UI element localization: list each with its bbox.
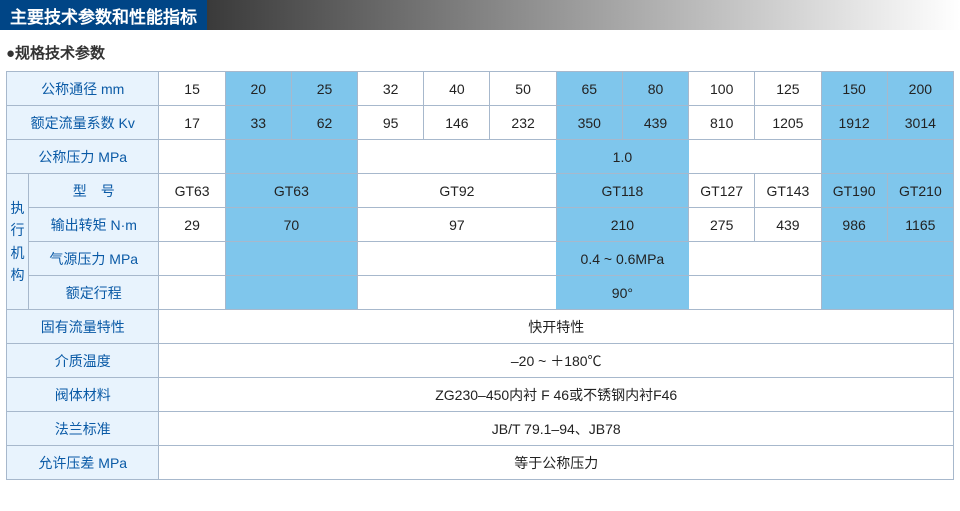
label-kv: 额定流量系数 Kv [7,106,159,140]
spec-table: 公称通径 mm 15 20 25 32 40 50 65 80 100 125 … [6,71,954,480]
label-temp: 介质温度 [7,344,159,378]
model-cell: GT92 [358,174,557,208]
model-cell: GT63 [225,174,357,208]
stroke-cell [159,276,225,310]
row-air-pressure: 气源压力 MPa 0.4 ~ 0.6MPa [7,242,954,276]
torque-cell: 210 [556,208,688,242]
row-torque: 输出转矩 N·m 29 70 97 210 275 439 986 1165 [7,208,954,242]
label-diff-pressure: 允许压差 MPa [7,446,159,480]
label-flange-std: 法兰标准 [7,412,159,446]
model-cell: GT127 [689,174,755,208]
diameter-cell: 32 [358,72,424,106]
model-cell: GT143 [755,174,821,208]
kv-cell: 62 [291,106,357,140]
kv-cell: 1912 [821,106,887,140]
diff-pressure-cell: 等于公称压力 [159,446,954,480]
stroke-cell [689,276,821,310]
stroke-cell [821,276,954,310]
kv-cell: 146 [424,106,490,140]
pressure-cell [821,140,954,174]
pressure-cell [225,140,357,174]
label-pressure: 公称压力 MPa [7,140,159,174]
label-diameter: 公称通径 mm [7,72,159,106]
model-cell: GT118 [556,174,688,208]
torque-cell: 275 [689,208,755,242]
row-stroke: 额定行程 90° [7,276,954,310]
page-header: 主要技术参数和性能指标 [0,0,960,30]
stroke-cell [358,276,557,310]
row-body-material: 阀体材料 ZG230–450内衬 F 46或不锈钢内衬F46 [7,378,954,412]
stroke-cell: 90° [556,276,688,310]
label-torque: 输出转矩 N·m [29,208,159,242]
diameter-cell: 15 [159,72,225,106]
air-pressure-cell: 0.4 ~ 0.6MPa [556,242,688,276]
kv-cell: 232 [490,106,556,140]
kv-cell: 439 [622,106,688,140]
row-kv: 额定流量系数 Kv 17 33 62 95 146 232 350 439 81… [7,106,954,140]
stroke-cell [225,276,357,310]
pressure-cell [358,140,557,174]
label-model: 型 号 [29,174,159,208]
label-body-material: 阀体材料 [7,378,159,412]
temp-cell: –20 ~ ＋180℃ [159,344,954,378]
torque-cell: 97 [358,208,557,242]
body-material-cell: ZG230–450内衬 F 46或不锈钢内衬F46 [159,378,954,412]
air-pressure-cell [159,242,225,276]
subheader: ●规格技术参数 [0,30,960,71]
model-cell: GT63 [159,174,225,208]
torque-cell: 986 [821,208,887,242]
row-flange-std: 法兰标准 JB/T 79.1–94、JB78 [7,412,954,446]
pressure-cell [159,140,225,174]
model-cell: GT190 [821,174,887,208]
label-flow-char: 固有流量特性 [7,310,159,344]
model-cell: GT210 [887,174,953,208]
diameter-cell: 100 [689,72,755,106]
kv-cell: 3014 [887,106,953,140]
flange-std-cell: JB/T 79.1–94、JB78 [159,412,954,446]
row-diameter: 公称通径 mm 15 20 25 32 40 50 65 80 100 125 … [7,72,954,106]
pressure-cell [689,140,821,174]
diameter-cell: 125 [755,72,821,106]
flow-char-cell: 快开特性 [159,310,954,344]
air-pressure-cell [821,242,954,276]
kv-cell: 810 [689,106,755,140]
label-stroke: 额定行程 [29,276,159,310]
diameter-cell: 80 [622,72,688,106]
torque-cell: 439 [755,208,821,242]
diameter-cell: 200 [887,72,953,106]
diameter-cell: 40 [424,72,490,106]
diameter-cell: 65 [556,72,622,106]
diameter-cell: 150 [821,72,887,106]
air-pressure-cell [689,242,821,276]
kv-cell: 33 [225,106,291,140]
torque-cell: 1165 [887,208,953,242]
kv-cell: 95 [358,106,424,140]
pressure-cell: 1.0 [556,140,688,174]
header-gradient [207,0,960,30]
row-temp: 介质温度 –20 ~ ＋180℃ [7,344,954,378]
diameter-cell: 20 [225,72,291,106]
air-pressure-cell [225,242,357,276]
diameter-cell: 25 [291,72,357,106]
label-air-pressure: 气源压力 MPa [29,242,159,276]
air-pressure-cell [358,242,557,276]
row-model: 执行机构 型 号 GT63 GT63 GT92 GT118 GT127 GT14… [7,174,954,208]
row-pressure: 公称压力 MPa 1.0 [7,140,954,174]
torque-cell: 29 [159,208,225,242]
kv-cell: 17 [159,106,225,140]
label-actuator-group: 执行机构 [7,174,29,310]
kv-cell: 350 [556,106,622,140]
torque-cell: 70 [225,208,357,242]
diameter-cell: 50 [490,72,556,106]
header-title: 主要技术参数和性能指标 [0,0,207,30]
row-diff-pressure: 允许压差 MPa 等于公称压力 [7,446,954,480]
kv-cell: 1205 [755,106,821,140]
row-flow-char: 固有流量特性 快开特性 [7,310,954,344]
